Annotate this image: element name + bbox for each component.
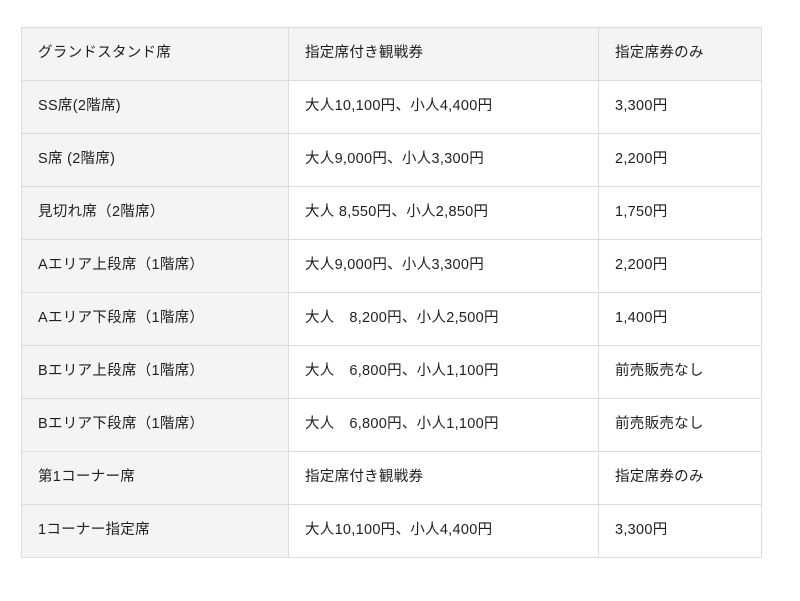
cell-seat-name: Aエリア下段席（1階席） <box>21 292 289 346</box>
cell-seat-name: 第1コーナー席 <box>21 451 289 505</box>
cell-seat-name: S席 (2階席) <box>21 133 289 187</box>
cell-seat-only-price: 2,200円 <box>598 133 762 187</box>
cell-seat-name: Bエリア下段席（1階席） <box>21 398 289 452</box>
cell-seat-name: Aエリア上段席（1階席） <box>21 239 289 293</box>
cell-seat-only-price: 3,300円 <box>598 80 762 134</box>
cell-seat-name: SS席(2階席) <box>21 80 289 134</box>
table-row: Aエリア下段席（1階席） 大人 8,200円、小人2,500円 1,400円 <box>21 292 762 346</box>
cell-seat-name: Bエリア上段席（1階席） <box>21 345 289 399</box>
cell-seat-only-price: 2,200円 <box>598 239 762 293</box>
cell-with-admission-price: 大人 8,550円、小人2,850円 <box>288 186 599 240</box>
table-row: Bエリア上段席（1階席） 大人 6,800円、小人1,100円 前売販売なし <box>21 345 762 399</box>
table-row: S席 (2階席) 大人9,000円、小人3,300円 2,200円 <box>21 133 762 187</box>
table-body: SS席(2階席) 大人10,100円、小人4,400円 3,300円 S席 (2… <box>21 80 762 558</box>
table-header: グランドスタンド席 指定席付き観戦券 指定席券のみ <box>21 27 762 81</box>
seat-price-table: グランドスタンド席 指定席付き観戦券 指定席券のみ SS席(2階席) 大人10,… <box>21 27 762 558</box>
table-row: 1コーナー指定席 大人10,100円、小人4,400円 3,300円 <box>21 504 762 558</box>
column-header-reserved-seat-only: 指定席券のみ <box>598 27 762 81</box>
cell-seat-only-price: 3,300円 <box>598 504 762 558</box>
column-header-seat-category: グランドスタンド席 <box>21 27 289 81</box>
column-header-with-admission-ticket: 指定席付き観戦券 <box>288 27 599 81</box>
table-row: 見切れ席（2階席） 大人 8,550円、小人2,850円 1,750円 <box>21 186 762 240</box>
table-header-row: グランドスタンド席 指定席付き観戦券 指定席券のみ <box>21 27 762 81</box>
cell-with-admission-price: 大人 6,800円、小人1,100円 <box>288 398 599 452</box>
cell-seat-only-price: 指定席券のみ <box>598 451 762 505</box>
cell-with-admission-price: 大人 8,200円、小人2,500円 <box>288 292 599 346</box>
table-row: Bエリア下段席（1階席） 大人 6,800円、小人1,100円 前売販売なし <box>21 398 762 452</box>
cell-with-admission-price: 大人10,100円、小人4,400円 <box>288 504 599 558</box>
cell-with-admission-price: 大人9,000円、小人3,300円 <box>288 239 599 293</box>
table-row: 第1コーナー席 指定席付き観戦券 指定席券のみ <box>21 451 762 505</box>
cell-seat-only-price: 1,750円 <box>598 186 762 240</box>
cell-with-admission-price: 大人9,000円、小人3,300円 <box>288 133 599 187</box>
cell-seat-name: 1コーナー指定席 <box>21 504 289 558</box>
cell-with-admission-price: 大人10,100円、小人4,400円 <box>288 80 599 134</box>
cell-seat-only-price: 前売販売なし <box>598 345 762 399</box>
table-row: Aエリア上段席（1階席） 大人9,000円、小人3,300円 2,200円 <box>21 239 762 293</box>
cell-seat-name: 見切れ席（2階席） <box>21 186 289 240</box>
table-row: SS席(2階席) 大人10,100円、小人4,400円 3,300円 <box>21 80 762 134</box>
cell-seat-only-price: 1,400円 <box>598 292 762 346</box>
cell-with-admission-price: 大人 6,800円、小人1,100円 <box>288 345 599 399</box>
cell-seat-only-price: 前売販売なし <box>598 398 762 452</box>
cell-with-admission-price: 指定席付き観戦券 <box>288 451 599 505</box>
